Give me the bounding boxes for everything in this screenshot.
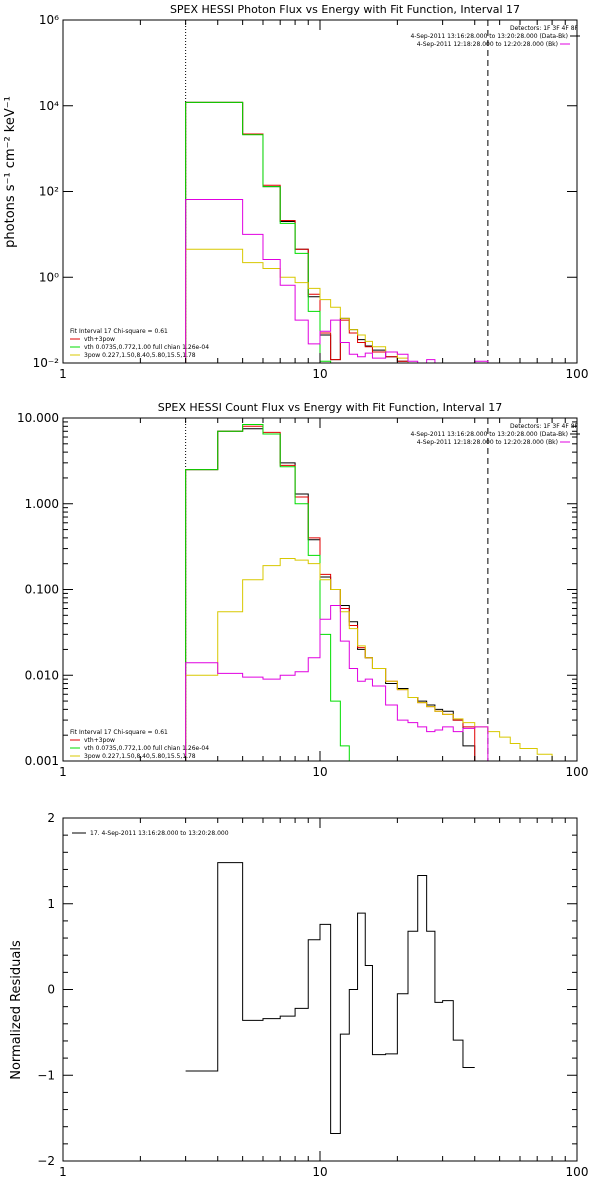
x-tick-label: 1 (59, 765, 67, 779)
series-4 (185, 199, 489, 363)
series-1 (185, 425, 476, 761)
y-tick-label: 1 (47, 897, 55, 911)
x-tick-label: 100 (566, 367, 589, 381)
photon-flux-panel: SPEX HESSI Photon Flux vs Energy with Fi… (3, 3, 588, 381)
count-flux-ticks: 1 10 100 0.001 0.010 0.100 1.000 10.000 (17, 411, 588, 779)
series-4 (185, 605, 489, 761)
photon-flux-legend-vth: vth 0.0735,0.772,1.00 full chian 1.26e-0… (84, 344, 209, 351)
count-flux-title: SPEX HESSI Count Flux vs Energy with Fit… (158, 401, 502, 414)
count-flux-legend-bk: 4-Sep-2011 12:18:28.000 to 12:20:28.000 … (417, 439, 558, 446)
plot-area (185, 20, 520, 363)
y-tick-label: 10⁶ (39, 13, 59, 27)
x-tick-label: 1 (59, 367, 67, 381)
x-tick-label: 10 (312, 367, 327, 381)
count-flux-legend-3pow: 3pow 0.227,1.50,8.40,5.80,15.5,1.78 (84, 753, 196, 760)
y-tick-label: −1 (37, 1068, 55, 1082)
series-2 (185, 423, 350, 761)
y-tick-label: 10⁴ (39, 99, 59, 113)
photon-flux-fit-info: Fit Interval 17 Chi-square = 0.61 (70, 328, 168, 335)
photon-flux-plot (185, 20, 520, 363)
y-tick-label: 10.000 (17, 411, 59, 425)
y-tick-label: 0 (47, 983, 55, 997)
count-flux-plot (185, 418, 566, 761)
photon-flux-ylabel: photons s⁻¹ cm⁻² keV⁻¹ (3, 96, 18, 248)
count-flux-panel: SPEX HESSI Count Flux vs Energy with Fit… (17, 401, 588, 779)
count-flux-legend-total: vth+3pow (84, 737, 115, 744)
y-tick-label: 10⁰ (39, 270, 59, 284)
photon-flux-legend-bk: 4-Sep-2011 12:18:28.000 to 12:20:28.000 … (417, 41, 558, 48)
count-flux-legend-vth: vth 0.0735,0.772,1.00 full chian 1.26e-0… (84, 745, 209, 752)
y-tick-label: 2 (47, 811, 55, 825)
series-2 (185, 101, 332, 363)
plot-area (185, 862, 475, 1135)
residuals-panel: Normalized Residuals 1 10 100 −2 −1 0 1 2 17. 4… (9, 811, 588, 1179)
residuals-legend: 17. 4-Sep-2011 13:16:28.000 to 13:20:28.… (90, 830, 229, 837)
series-3 (185, 248, 520, 363)
x-tick-label: 100 (566, 1165, 589, 1179)
plot-area (185, 418, 566, 761)
axes-frame (62, 817, 578, 1162)
series-0 (185, 428, 476, 761)
y-tick-label: −2 (37, 1154, 55, 1168)
x-tick-label: 10 (312, 765, 327, 779)
y-tick-label: 0.100 (25, 583, 59, 597)
count-flux-fit-info: Fit Interval 17 Chi-square = 0.61 (70, 729, 168, 736)
residuals-ylabel: Normalized Residuals (9, 940, 24, 1080)
photon-flux-legend-detectors: Detectors: 1F 3F 4F 8F (510, 25, 579, 32)
series-3 (185, 557, 566, 761)
x-tick-label: 10 (312, 1165, 327, 1179)
y-tick-label: 10⁻² (33, 356, 60, 370)
series-1 (185, 101, 463, 363)
count-flux-legend-databk: 4-Sep-2011 13:16:28.000 to 13:20:28.000 … (410, 431, 568, 438)
x-tick-label: 1 (59, 1165, 67, 1179)
series-0 (185, 101, 463, 363)
y-tick-label: 10² (39, 185, 59, 199)
residuals-ticks: 1 10 100 −2 −1 0 1 2 (37, 811, 588, 1179)
residuals-plot (185, 862, 475, 1135)
count-flux-legend-detectors: Detectors: 1F 3F 4F 8F (510, 423, 579, 430)
photon-flux-ticks: 1 10 100 10⁻² 10⁰ 10² 10⁴ 10⁶ (33, 13, 589, 381)
y-tick-label: 0.010 (25, 668, 59, 682)
y-tick-label: 0.001 (25, 754, 59, 768)
photon-flux-legend-3pow: 3pow 0.227,1.50,8.40,5.80,15.5,1.78 (84, 352, 196, 359)
photon-flux-legend-total: vth+3pow (84, 336, 115, 343)
series-0 (185, 862, 475, 1135)
y-tick-label: 1.000 (25, 497, 59, 511)
photon-flux-title: SPEX HESSI Photon Flux vs Energy with Fi… (170, 3, 520, 16)
x-tick-label: 100 (566, 765, 589, 779)
photon-flux-legend-databk: 4-Sep-2011 13:16:28.000 to 13:20:28.000 … (410, 33, 568, 40)
